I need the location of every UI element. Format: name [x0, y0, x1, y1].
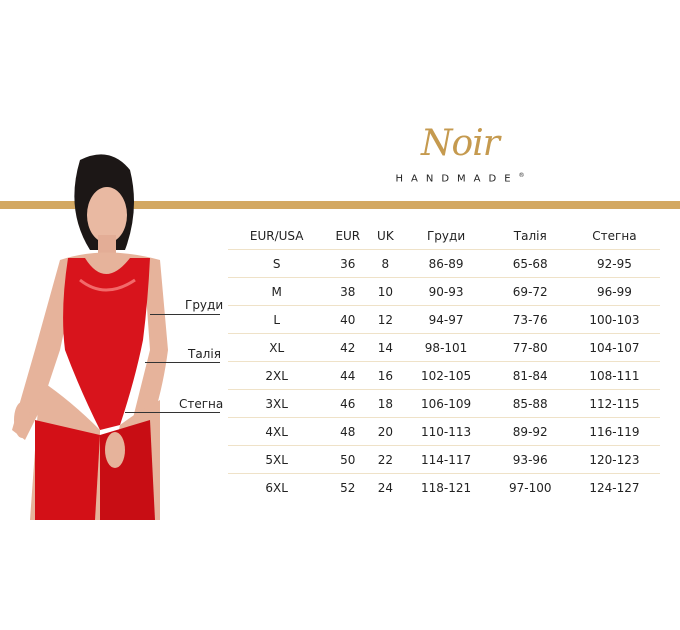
table-cell: 116-119: [568, 417, 660, 446]
logo-subtitle: HANDMADE: [395, 173, 519, 185]
table-cell: 92-95: [568, 249, 660, 278]
model-photo: [12, 154, 168, 520]
table-cell: 5XL: [228, 445, 326, 474]
table-cell: L: [228, 305, 326, 334]
table-cell: 65-68: [491, 249, 569, 278]
table-cell: 94-97: [400, 305, 492, 334]
table-cell: 52: [340, 480, 356, 495]
table-cell: 106-109: [400, 389, 492, 418]
table-cell: 10: [370, 277, 401, 306]
bust-label: Груди: [185, 298, 224, 312]
table-cell: 24: [377, 480, 393, 495]
table-cell: 102-105: [400, 361, 492, 390]
table-cell: 104-107: [568, 333, 660, 362]
table-cell: 38: [325, 277, 371, 306]
table-cell: 100-103: [568, 305, 660, 334]
table-cell: 81-84: [491, 361, 569, 390]
registered-mark: ®: [518, 172, 525, 179]
table-cell: 90-93: [400, 277, 492, 306]
table-cell: XL: [228, 333, 326, 362]
table-cell: 14: [370, 333, 401, 362]
table-cell: 69-72: [491, 277, 569, 306]
table-cell: 8: [370, 249, 401, 278]
table-cell: 16: [370, 361, 401, 390]
table-cell: 12: [370, 305, 401, 334]
gold-divider: [0, 201, 680, 209]
table-row: M 38 10 90-93 69-72 96-99: [228, 277, 660, 306]
table-cell: 110-113: [400, 417, 492, 446]
table-cell: 46: [325, 389, 371, 418]
logo-script: Noir: [421, 123, 500, 164]
table-row: S 36 8 86-89 65-68 92-95: [228, 249, 660, 278]
hips-label: Стегна: [179, 397, 224, 411]
table-cell: 86-89: [400, 249, 492, 278]
table-cell: 22: [370, 445, 401, 474]
table-header-row: EUR/USA EUR UK Груди Талія Стегна: [228, 222, 660, 250]
table-cell: 77-80: [491, 333, 569, 362]
table-cell: 97-100: [508, 480, 552, 495]
table-row: 3XL 46 18 106-109 85-88 112-115: [228, 389, 660, 418]
bust-pointer-line: [150, 314, 220, 315]
table-row: 6XL 52 24 118-121 97-100 124-127: [228, 474, 660, 502]
column-header: EUR/USA: [228, 222, 326, 250]
column-header: Талія: [491, 222, 569, 250]
table-cell: 40: [325, 305, 371, 334]
table-cell: 114-117: [400, 445, 492, 474]
table-row: 5XL 50 22 114-117 93-96 120-123: [228, 445, 660, 474]
table-cell: M: [228, 277, 326, 306]
hips-pointer-line: [125, 412, 220, 413]
waist-label: Талія: [188, 347, 221, 361]
table-cell: 6XL: [265, 480, 288, 495]
table-cell: 124-127: [589, 480, 640, 495]
table-cell: 118-121: [420, 480, 472, 495]
table-row: 4XL 48 20 110-113 89-92 116-119: [228, 417, 660, 446]
table-cell: 36: [325, 249, 371, 278]
table-cell: 108-111: [568, 361, 660, 390]
table-cell: 93-96: [491, 445, 569, 474]
table-cell: 73-76: [491, 305, 569, 334]
table-cell: 44: [325, 361, 371, 390]
table-cell: 18: [370, 389, 401, 418]
column-header: UK: [370, 222, 401, 250]
column-header: EUR: [325, 222, 371, 250]
table-cell: 3XL: [228, 389, 326, 418]
brand-logo: Noir HANDMADE®: [360, 122, 560, 184]
table-cell: 85-88: [491, 389, 569, 418]
size-chart-table: EUR/USA EUR UK Груди Талія Стегна S 36 8 86-89 65…: [228, 222, 660, 501]
table-cell: 98-101: [400, 333, 492, 362]
column-header: Груди: [400, 222, 492, 250]
table-cell: 4XL: [228, 417, 326, 446]
table-row: L 40 12 94-97 73-76 100-103: [228, 305, 660, 334]
table-cell: 89-92: [491, 417, 569, 446]
table-row: 2XL 44 16 102-105 81-84 108-111: [228, 361, 660, 390]
table-cell: 50: [325, 445, 371, 474]
table-cell: S: [228, 249, 326, 278]
column-header: Стегна: [568, 222, 660, 250]
table-cell: 42: [325, 333, 371, 362]
table-cell: 112-115: [568, 389, 660, 418]
table-cell: 20: [370, 417, 401, 446]
table-cell: 96-99: [568, 277, 660, 306]
table-row: XL 42 14 98-101 77-80 104-107: [228, 333, 660, 362]
table-cell: 120-123: [568, 445, 660, 474]
table-cell: 2XL: [228, 361, 326, 390]
table-cell: 48: [325, 417, 371, 446]
waist-pointer-line: [145, 362, 220, 363]
